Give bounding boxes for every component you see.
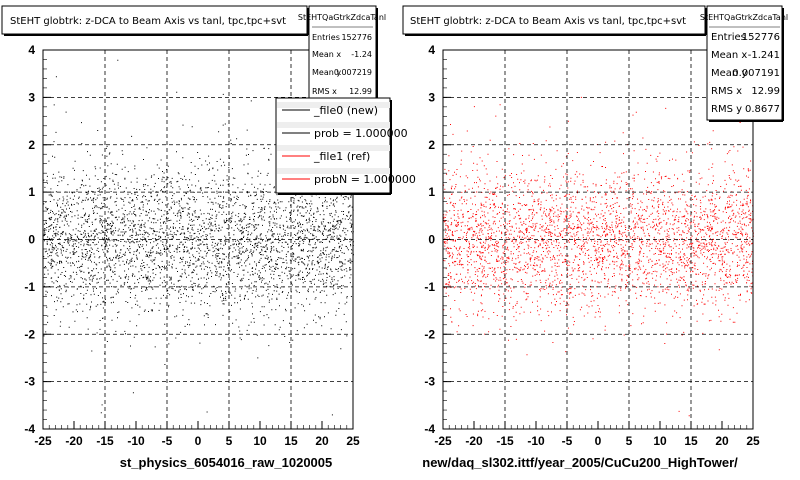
legend-label-prob: prob = 1.000000: [314, 127, 408, 140]
right-x-tick-label: 20: [715, 434, 729, 448]
left-y-tick-label: -3: [24, 375, 35, 389]
right-stats-rmsy-label: RMS y: [711, 104, 742, 115]
left-x-tick-label: -10: [127, 434, 145, 448]
left-x-tick-label: -5: [162, 434, 173, 448]
left-x-tick-label: 20: [315, 434, 329, 448]
left-y-tick-label: -1: [24, 280, 35, 294]
left-stats-title: StEHTQaGtrkZdcaTanl: [298, 13, 386, 22]
right-x-tick-label: -25: [434, 434, 452, 448]
right-stats-rmsx-label: RMS x: [711, 86, 742, 97]
left-y-tick-label: 3: [28, 90, 35, 104]
right-chart-title: StEHT globtrk: z-DCA to Beam Axis vs tan…: [410, 16, 686, 27]
right-x-axis-label: new/daq_sl302.ittf/year_2005/CuCu200_Hig…: [422, 455, 738, 470]
left-x-axis-label: st_physics_6054016_raw_1020005: [120, 455, 333, 470]
right-x-tick-label: 25: [746, 434, 760, 448]
left-scatter-cloud: [43, 59, 354, 416]
right-x-tick-label: -20: [465, 434, 483, 448]
legend-item-prob: prob = 1.000000: [282, 127, 408, 140]
left-y-tick-label: 2: [28, 138, 35, 152]
right-y-tick-label: 2: [428, 138, 435, 152]
left-stats-entries-label: Entries: [312, 33, 340, 42]
left-grid: [43, 50, 353, 429]
right-stats-entries-label: Entries: [711, 32, 746, 43]
left-stats-rmsx-value: 12.99: [349, 87, 372, 96]
left-y-tick-label: -4: [24, 422, 35, 436]
right-stats-entries-value: 152776: [742, 32, 780, 43]
left-stats-rmsx-label: RMS x: [312, 87, 337, 96]
left-chart-title: StEHT globtrk: z-DCA to Beam Axis vs tan…: [10, 16, 286, 27]
right-y-tick-label: -2: [424, 327, 435, 341]
legend-label-probn: probN = 1.000000: [314, 173, 416, 186]
right-y-tick-label: 0: [428, 233, 435, 247]
right-y-tick-label: 3: [428, 90, 435, 104]
right-grid: [443, 50, 753, 429]
left-title-box: [1, 5, 308, 35]
left-x-tick-label: 5: [226, 434, 233, 448]
legend-item-file1: _file1 (ref): [282, 150, 370, 163]
right-stats-rmsy-value: 0.8677: [745, 104, 780, 115]
left-x-tick-label: 25: [346, 434, 360, 448]
left-y-tick-label: 0: [28, 233, 35, 247]
right-stats-meanx-value: -1.241: [748, 50, 780, 61]
right-y-tick-label: -1: [424, 280, 435, 294]
right-x-tick-label: -15: [496, 434, 514, 448]
right-stats-meany-value: 0.007191: [732, 68, 780, 79]
legend-label-file1: _file1 (ref): [313, 150, 370, 163]
left-x-tick-label: 15: [284, 434, 298, 448]
right-y-tick-label: -4: [424, 422, 435, 436]
legend-label-file0: _file0 (new): [313, 104, 378, 117]
left-stats-meanx-value: -1.24: [351, 50, 372, 59]
left-x-tick-label: -15: [96, 434, 114, 448]
right-x-tick-label: 15: [684, 434, 698, 448]
left-y-tick-label: 1: [28, 185, 35, 199]
right-x-tick-label: 5: [626, 434, 633, 448]
left-stats-meany-label: Mean y: [312, 68, 341, 77]
left-stats-meany-value: 0.007219: [334, 68, 372, 77]
legend-item-file0: _file0 (new): [282, 104, 378, 117]
left-stats-entries-value: 152776: [341, 33, 372, 42]
left-x-tick-label: -25: [34, 434, 52, 448]
left-y-tick-label: -2: [24, 327, 35, 341]
right-y-tick-label: 4: [428, 43, 435, 57]
legend-item-probn: probN = 1.000000: [282, 173, 416, 186]
right-x-tick-label: -10: [527, 434, 545, 448]
right-stats-rmsx-value: 12.99: [751, 86, 780, 97]
right-x-tick-label: 10: [653, 434, 667, 448]
left-y-tick-label: 4: [28, 43, 35, 57]
right-y-tick-label: -3: [424, 375, 435, 389]
left-x-tick-label: 10: [253, 434, 267, 448]
right-stats-title: StEHTQaGtrkZdcaTanl: [700, 13, 788, 22]
right-stats-meanx-label: Mean x: [711, 50, 747, 61]
left-x-tick-label: 0: [195, 434, 202, 448]
right-x-tick-label: 0: [595, 434, 602, 448]
left-scatter-points: [43, 59, 354, 416]
right-y-tick-label: 1: [428, 185, 435, 199]
right-stats-meany-label: Mean y: [711, 68, 747, 79]
right-stats-box: [706, 5, 783, 121]
left-stats-meanx-label: Mean x: [312, 50, 341, 59]
left-x-tick-label: -20: [65, 434, 83, 448]
right-x-tick-label: -5: [562, 434, 573, 448]
